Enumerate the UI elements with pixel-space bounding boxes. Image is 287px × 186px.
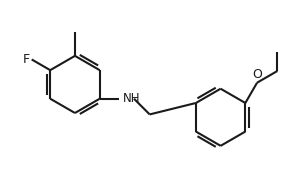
Text: NH: NH [123, 92, 140, 105]
Text: O: O [252, 68, 262, 81]
Text: F: F [23, 53, 30, 66]
